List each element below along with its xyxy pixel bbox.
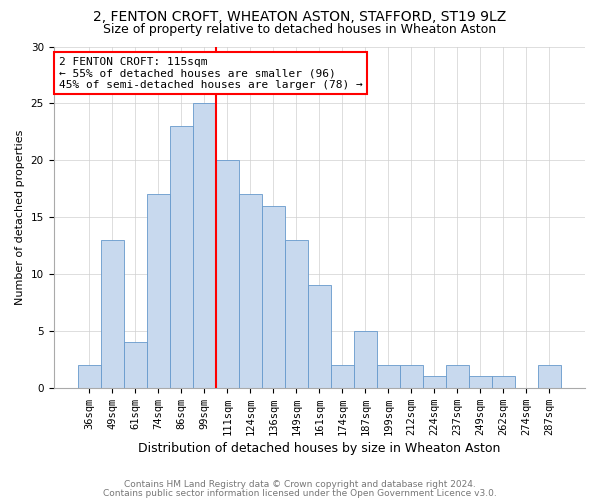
Bar <box>423 376 446 388</box>
Bar <box>446 365 469 388</box>
Bar <box>538 365 561 388</box>
Bar <box>124 342 147 388</box>
Bar <box>469 376 492 388</box>
Bar <box>147 194 170 388</box>
Bar <box>262 206 285 388</box>
Bar <box>193 104 216 388</box>
Bar <box>239 194 262 388</box>
Text: 2 FENTON CROFT: 115sqm
← 55% of detached houses are smaller (96)
45% of semi-det: 2 FENTON CROFT: 115sqm ← 55% of detached… <box>59 56 362 90</box>
Text: Contains HM Land Registry data © Crown copyright and database right 2024.: Contains HM Land Registry data © Crown c… <box>124 480 476 489</box>
Bar <box>216 160 239 388</box>
Bar <box>77 365 101 388</box>
Bar <box>400 365 423 388</box>
X-axis label: Distribution of detached houses by size in Wheaton Aston: Distribution of detached houses by size … <box>138 442 500 455</box>
Bar <box>101 240 124 388</box>
Text: Contains public sector information licensed under the Open Government Licence v3: Contains public sector information licen… <box>103 488 497 498</box>
Bar <box>377 365 400 388</box>
Y-axis label: Number of detached properties: Number of detached properties <box>15 130 25 305</box>
Bar <box>170 126 193 388</box>
Bar <box>285 240 308 388</box>
Bar <box>492 376 515 388</box>
Bar <box>308 286 331 388</box>
Text: Size of property relative to detached houses in Wheaton Aston: Size of property relative to detached ho… <box>103 22 497 36</box>
Text: 2, FENTON CROFT, WHEATON ASTON, STAFFORD, ST19 9LZ: 2, FENTON CROFT, WHEATON ASTON, STAFFORD… <box>94 10 506 24</box>
Bar <box>331 365 354 388</box>
Bar <box>354 331 377 388</box>
